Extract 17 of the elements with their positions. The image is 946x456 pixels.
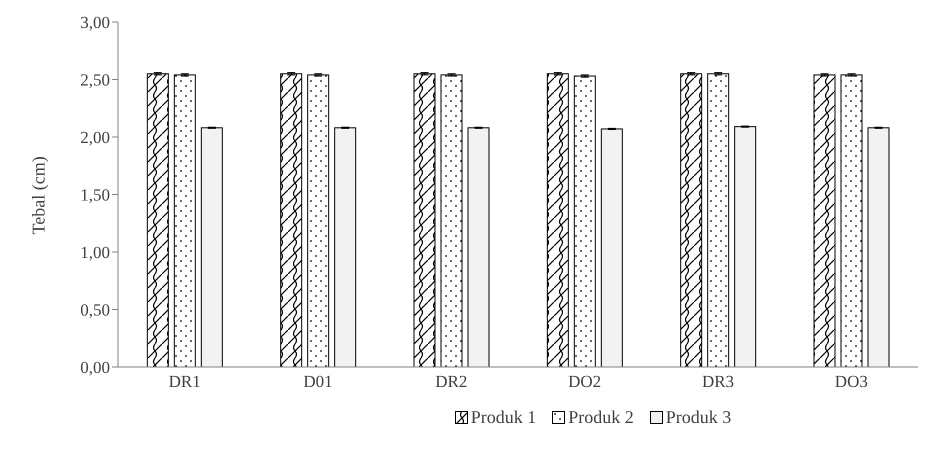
y-tick-label: 0,50 [80,300,110,320]
x-tick-label: DO2 [568,372,602,392]
y-tick-label: 2,50 [80,70,110,90]
legend-label: Produk 3 [666,407,732,428]
legend-label: Produk 2 [568,407,634,428]
x-tick-label: DR3 [702,372,734,392]
legend-label: Produk 1 [470,407,536,428]
y-tick-label: 1,00 [80,243,110,262]
x-tick-label: DR1 [168,372,201,392]
y-tick-label: 0,00 [80,358,110,378]
y-tick-label: 2,00 [80,128,110,148]
x-tick-label: DO3 [834,372,868,392]
y-tick-label: 3,00 [80,13,110,32]
y-axis-title: Tebal (cm) [28,156,48,234]
y-tick-label: 1,50 [80,186,110,205]
x-tick-label: D01 [303,372,333,392]
x-tick-label: DR2 [435,372,468,392]
